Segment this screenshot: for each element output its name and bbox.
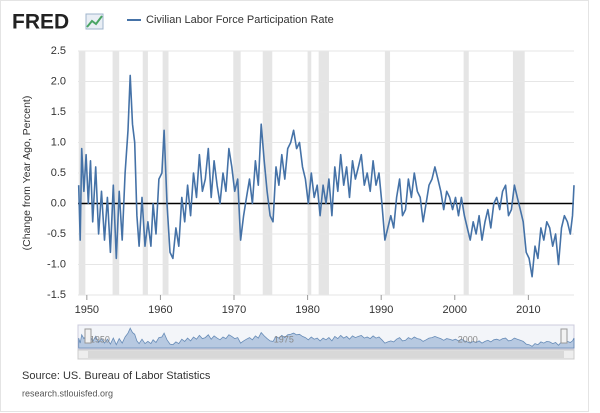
y-tick-label: 0.0 [51, 197, 66, 209]
y-tick-label: -0.5 [47, 228, 66, 240]
source: Source: US. Bureau of Labor Statistics [22, 370, 211, 382]
navigator-handle [560, 328, 568, 344]
navigator-tick-label: 1950 [90, 334, 110, 344]
y-tick-label: -1.0 [47, 258, 66, 270]
y-tick-label: 2.5 [51, 45, 66, 57]
navigator-tick-label: 1975 [274, 334, 294, 344]
y-axis-label: (Change from Year Ago, Percent) [21, 96, 33, 251]
y-tick-label: 2.0 [51, 75, 66, 87]
logo: FRED [12, 11, 69, 34]
url: research.stlouisfed.org [22, 388, 113, 398]
y-tick-label: -1.5 [47, 289, 66, 301]
x-tick-label: 1970 [222, 304, 246, 316]
navigator-line [78, 327, 575, 349]
x-tick-label: 1950 [75, 304, 99, 316]
navigator-tick-label: 2000 [458, 334, 478, 344]
navigator-handle [84, 328, 92, 344]
y-tick-label: 1.5 [51, 106, 66, 118]
logo-icon [85, 13, 104, 30]
legend-label: Civilian Labor Force Participation Rate [146, 14, 334, 26]
x-tick-label: 1960 [148, 304, 172, 316]
data-line [77, 74, 575, 278]
x-tick-label: 2010 [516, 304, 540, 316]
scrollbar-thumb[interactable] [88, 351, 564, 358]
x-tick-label: 2000 [443, 304, 467, 316]
x-tick-label: 1990 [369, 304, 393, 316]
y-tick-label: 0.5 [51, 167, 66, 179]
x-tick-label: 1980 [295, 304, 319, 316]
y-tick-label: 1.0 [51, 136, 66, 148]
